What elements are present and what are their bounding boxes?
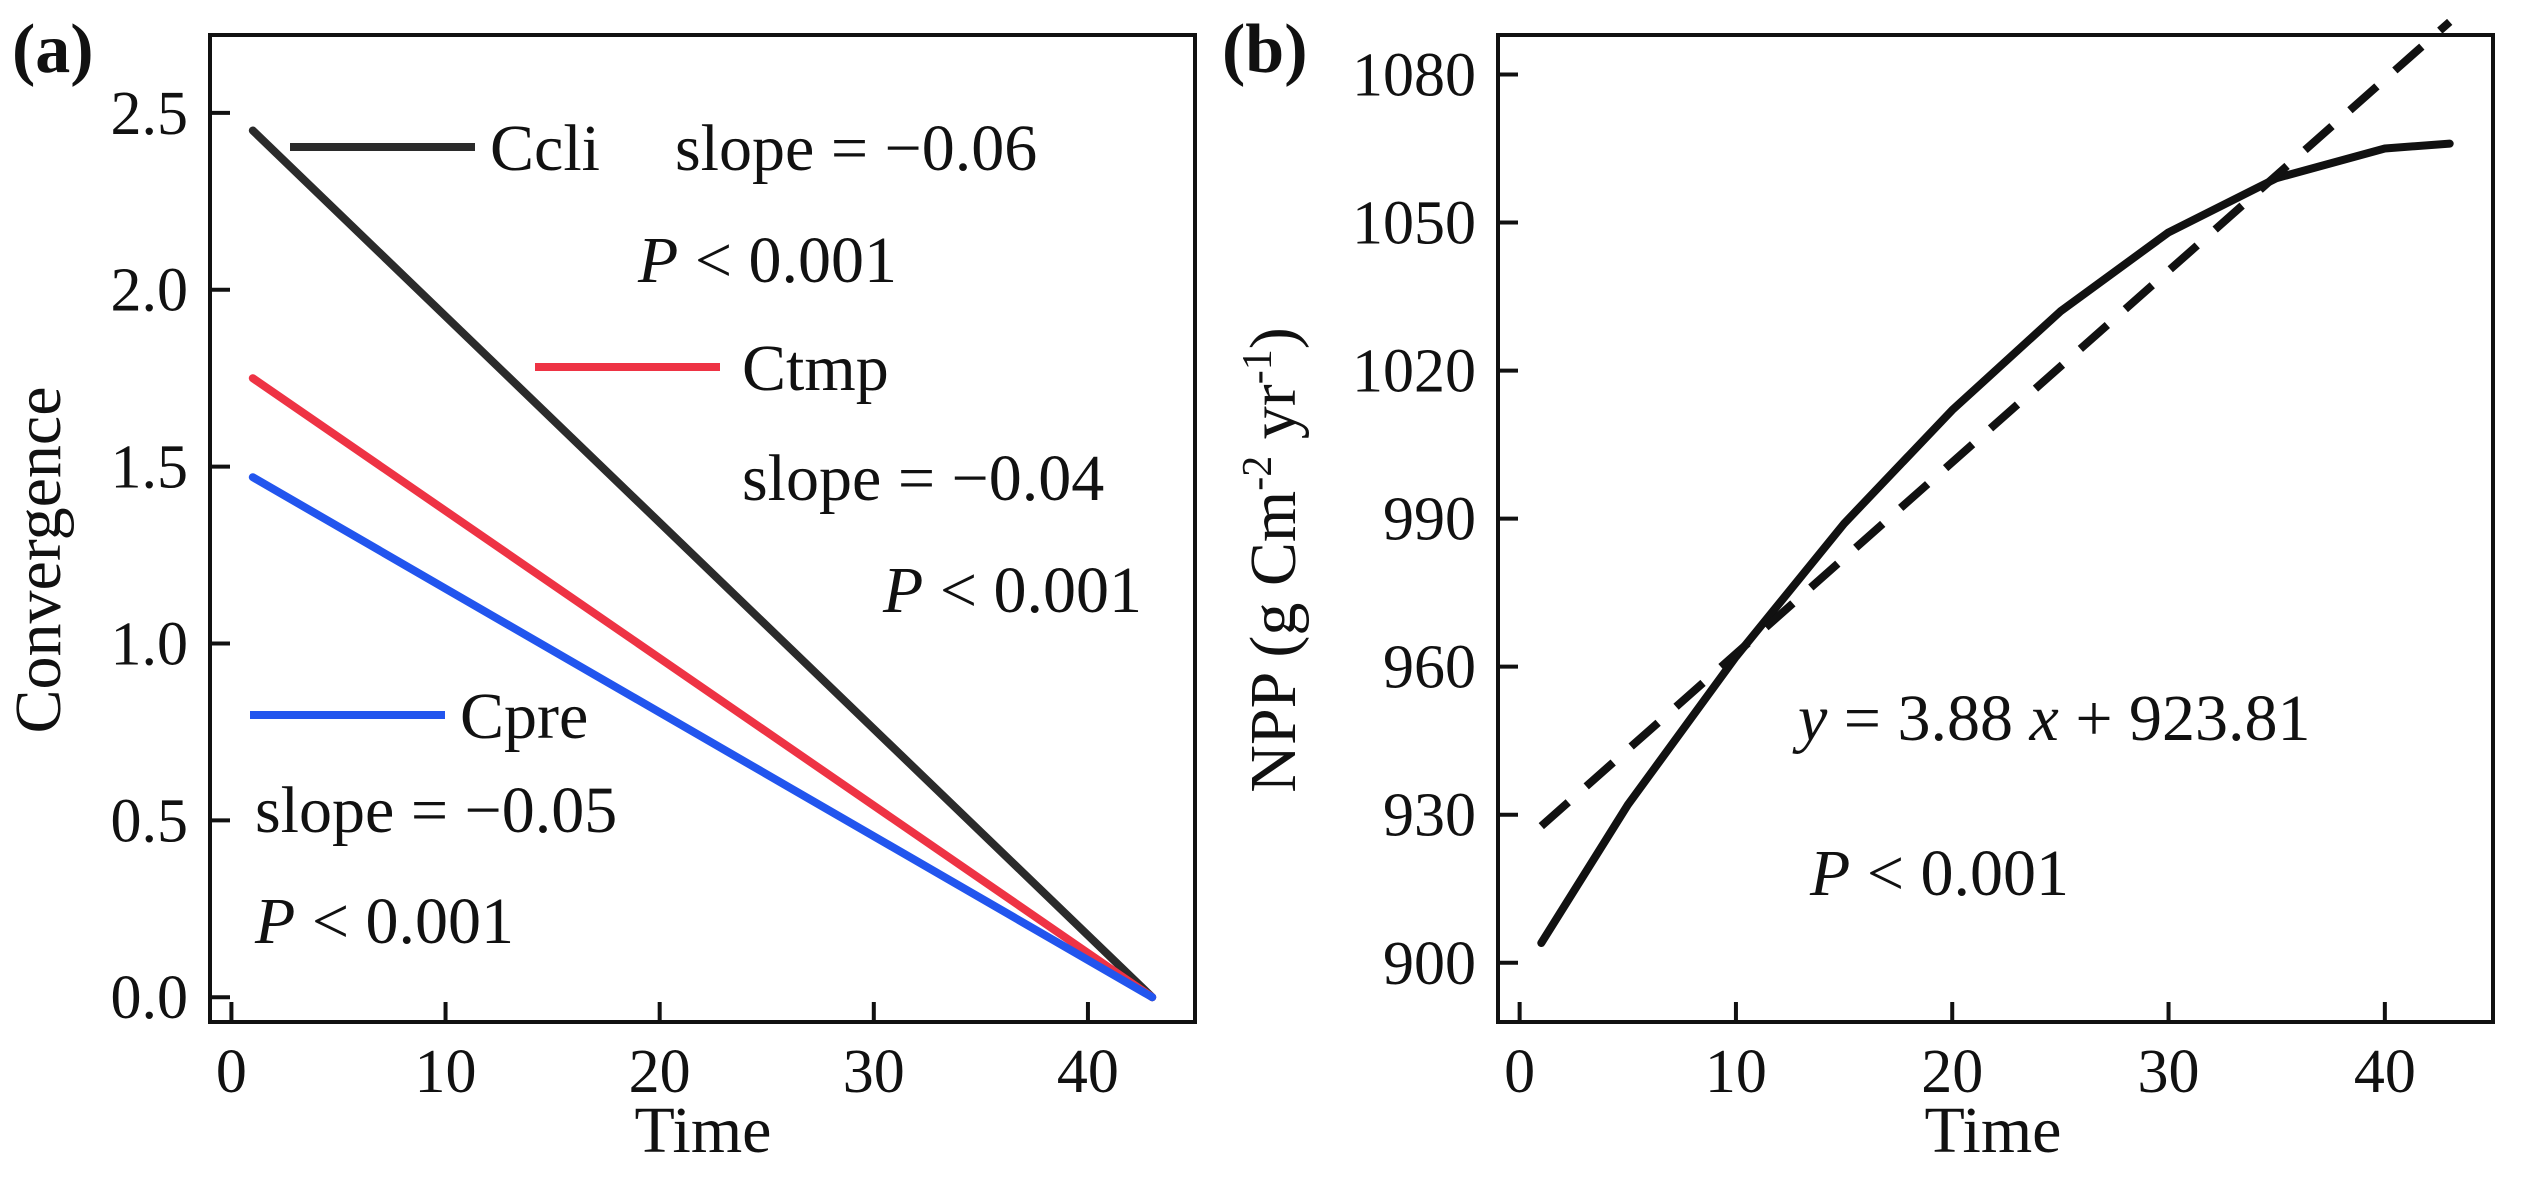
- cpre-p-value: P < 0.001: [254, 885, 514, 958]
- ccli-slope-text: slope = −0.06: [675, 112, 1037, 185]
- panel-a: (a) 0 10 20 30 40 0.0 0.5 1.0 1.5 2.0 2.5 Time Con…: [2, 11, 1197, 1167]
- panel-a-y-tick-label: 1.5: [111, 434, 189, 502]
- panel-a-x-tick-label: 20: [629, 1038, 691, 1106]
- panel-a-x-axis-title: Time: [635, 1094, 772, 1167]
- panel-a-y-tick-label: 0.5: [111, 787, 189, 855]
- cpre-slope-text: slope = −0.05: [255, 774, 617, 847]
- panel-a-x-tick-label: 0: [216, 1038, 247, 1106]
- panel-a-y-tick-label: 2.0: [111, 257, 189, 325]
- panel-b-x-tick-label: 20: [1921, 1038, 1983, 1106]
- panel-a-y-tick-label: 2.5: [111, 80, 189, 148]
- panel-a-series-lines: [248, 126, 1157, 1002]
- panel-a-x-tick-label: 10: [415, 1038, 477, 1106]
- panel-b-x-tick-label: 0: [1504, 1038, 1535, 1106]
- legend-label-ctmp: Ctmp: [742, 332, 889, 405]
- ccli-p-value: P < 0.001: [637, 224, 897, 297]
- panel-b-y-tick-label: 1020: [1352, 338, 1476, 406]
- panel-b-y-tick-label: 900: [1383, 930, 1476, 998]
- panel-a-axis-ticks: 0 10 20 30 40 0.0 0.5 1.0 1.5 2.0 2.5: [111, 80, 1119, 1106]
- series-line-cpre: [248, 473, 1157, 1002]
- panel-a-x-tick-label: 30: [843, 1038, 905, 1106]
- panel-b-plot-frame: [1496, 33, 2495, 1024]
- panel-b-series-lines: [1537, 18, 2454, 947]
- panel-b-x-axis-title: Time: [1925, 1094, 2062, 1167]
- panel-b-label: (b): [1222, 11, 1308, 88]
- panel-b-x-tick-label: 10: [1705, 1038, 1767, 1106]
- panel-a-label: (a): [12, 11, 94, 88]
- panel-a-plot-frame: [208, 33, 1197, 1024]
- panel-b-y-tick-label: 990: [1383, 486, 1476, 554]
- series-line-ctmp: [248, 374, 1157, 1002]
- ctmp-p-value: P < 0.001: [882, 554, 1142, 627]
- series-line-ccli: [248, 126, 1157, 1002]
- panel-a-x-tick-label: 40: [1057, 1038, 1119, 1106]
- panel-b-p-value: P < 0.001: [1809, 837, 2069, 910]
- panel-a-y-tick-label: 0.0: [111, 964, 189, 1032]
- panel-b-x-tick-label: 30: [2138, 1038, 2200, 1106]
- panel-a-y-axis-title: Convergence: [2, 387, 75, 734]
- panel-b-x-tick-label: 40: [2354, 1038, 2416, 1106]
- panel-b-y-tick-label: 1050: [1352, 190, 1476, 258]
- legend-label-cpre: Cpre: [460, 680, 588, 753]
- legend-label-ccli: Ccli: [490, 112, 600, 185]
- series-line-linear-fit: [1538, 18, 2453, 830]
- ctmp-slope-text: slope = −0.04: [742, 442, 1104, 515]
- panel-b-y-tick-label: 1080: [1352, 41, 1476, 109]
- panel-b-y-axis-title: NPP (g Cm-2 yr-1): [1235, 327, 1310, 792]
- panel-a-y-tick-label: 1.0: [111, 610, 189, 678]
- panel-b-y-tick-label: 930: [1383, 782, 1476, 850]
- regression-equation: y = 3.88 x + 923.81: [1792, 682, 2311, 755]
- series-line-npp: [1537, 139, 2454, 947]
- panel-b-y-tick-label: 960: [1383, 634, 1476, 702]
